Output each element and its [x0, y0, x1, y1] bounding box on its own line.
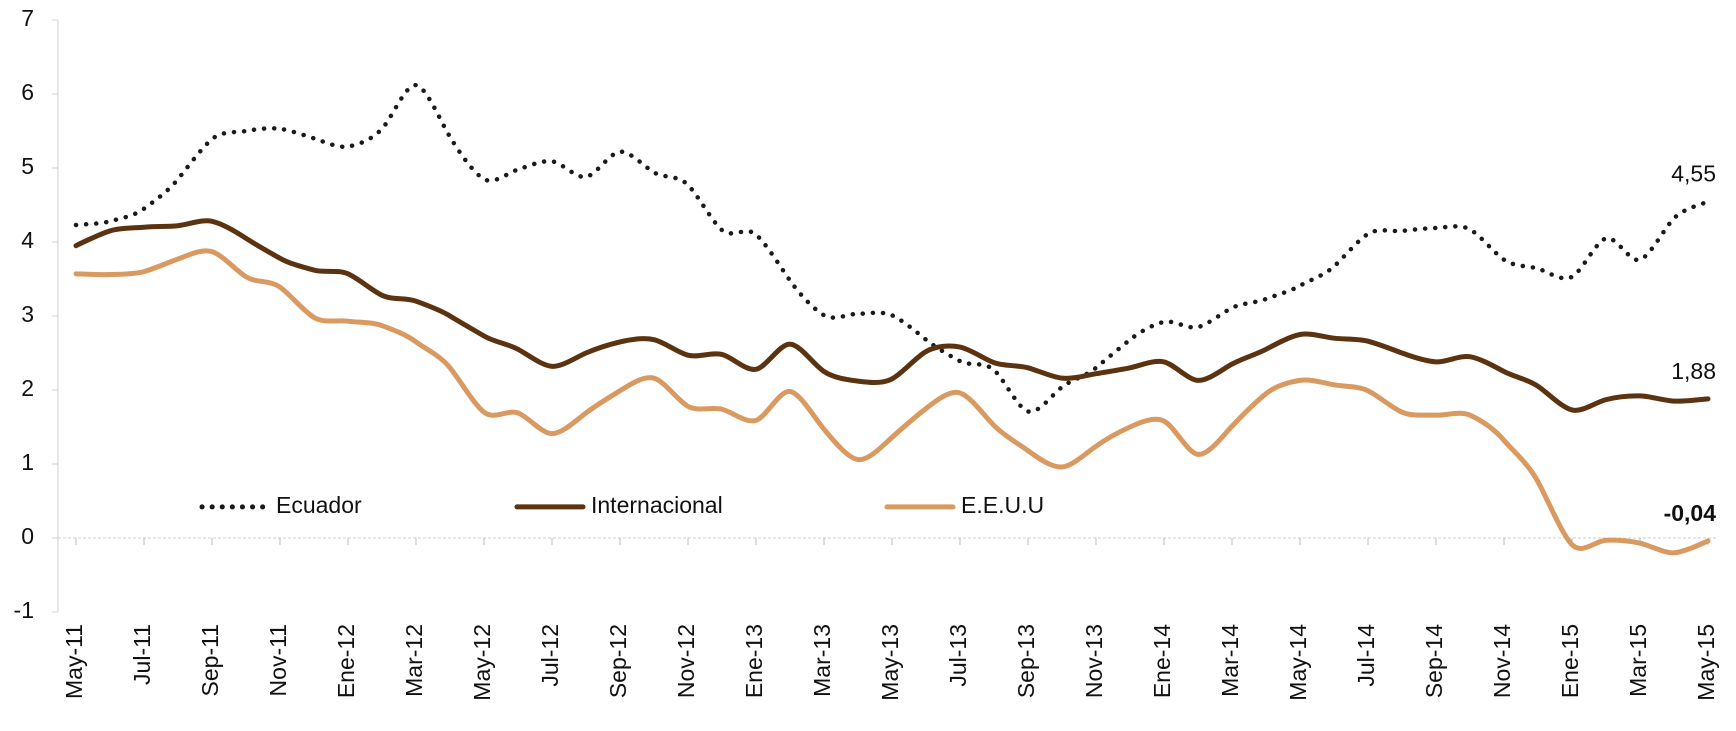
y-tick-label: 0	[21, 523, 34, 549]
data-label: 4,55	[1671, 160, 1716, 186]
x-tick-label: May-12	[469, 624, 495, 701]
x-tick-label: Mar-12	[401, 624, 427, 697]
x-tick-label: Sep-12	[605, 624, 631, 698]
data-label: 1,88	[1671, 358, 1716, 384]
x-tick-label: May-15	[1693, 624, 1719, 701]
x-tick-label: Sep-13	[1013, 624, 1039, 698]
y-tick-label: 3	[21, 301, 34, 327]
y-tick-label: 7	[21, 5, 34, 31]
y-tick-label: 4	[21, 227, 34, 253]
y-tick-label: 1	[21, 449, 34, 475]
y-tick-label: 5	[21, 153, 34, 179]
x-tick-label: Ene-12	[333, 624, 359, 698]
x-tick-label: Jul-12	[537, 624, 563, 687]
data-label: -0,04	[1664, 500, 1717, 526]
x-tick-label: Sep-11	[197, 624, 223, 696]
x-tick-label: Nov-12	[673, 624, 699, 698]
series-line	[73, 248, 1711, 556]
legend-label: E.E.U.U	[961, 492, 1044, 518]
y-tick-label: 2	[21, 375, 34, 401]
x-tick-label: Ene-14	[1149, 624, 1175, 698]
x-tick-label: May-14	[1285, 624, 1311, 701]
series-line	[73, 82, 1711, 414]
x-tick-label: Mar-15	[1625, 624, 1651, 697]
legend-label: Ecuador	[276, 492, 362, 518]
x-tick-label: Jul-14	[1353, 624, 1379, 687]
x-tick-label: Jul-11	[129, 624, 155, 685]
x-tick-label: Jul-13	[945, 624, 971, 687]
legend-label: Internacional	[591, 492, 723, 518]
x-tick-label: Nov-14	[1489, 624, 1515, 698]
series-line	[73, 218, 1711, 413]
y-tick-label: -1	[14, 597, 34, 623]
x-tick-label: Ene-15	[1557, 624, 1583, 698]
x-tick-label: Nov-13	[1081, 624, 1107, 698]
x-tick-label: Sep-14	[1421, 624, 1447, 698]
x-tick-label: May-13	[877, 624, 903, 701]
x-tick-label: Mar-14	[1217, 624, 1243, 697]
x-tick-label: May-11	[61, 624, 87, 699]
x-tick-label: Mar-13	[809, 624, 835, 697]
x-tick-label: Ene-13	[741, 624, 767, 698]
x-tick-label: Nov-11	[265, 624, 291, 696]
y-tick-label: 6	[21, 79, 34, 105]
